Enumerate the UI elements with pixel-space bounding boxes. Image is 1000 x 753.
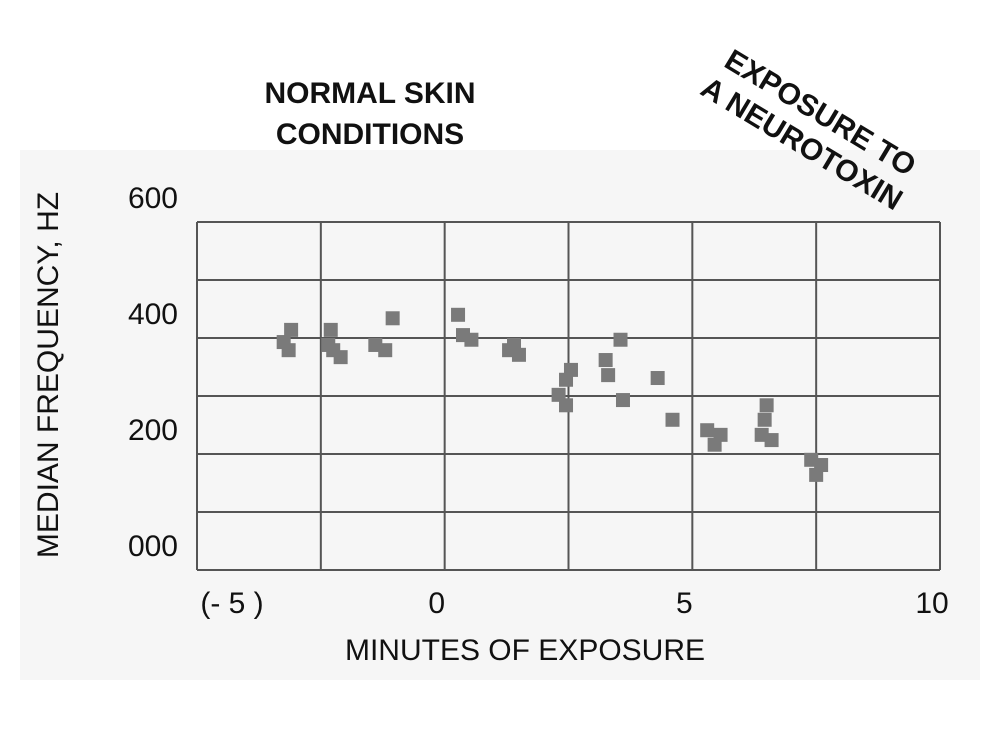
point — [615, 393, 630, 408]
point — [464, 332, 479, 347]
x-tick-label: 0 — [428, 587, 445, 620]
point — [559, 398, 574, 413]
point — [814, 458, 829, 473]
y-tick-label: 200 — [128, 414, 178, 447]
y-tick-label: 600 — [128, 182, 178, 215]
point — [276, 335, 291, 350]
point — [601, 368, 616, 383]
point — [333, 350, 348, 365]
point — [713, 427, 728, 442]
point — [757, 412, 772, 427]
point — [665, 412, 680, 427]
annotation: CONDITIONS — [276, 118, 464, 151]
y-tick-label: 400 — [128, 298, 178, 331]
point — [613, 332, 628, 347]
point — [559, 372, 574, 387]
y-tick-label: 000 — [128, 530, 178, 563]
x-tick-label: (- 5 ) — [200, 587, 263, 620]
point — [323, 322, 338, 337]
point — [598, 353, 613, 368]
point — [507, 337, 522, 352]
point — [650, 371, 665, 386]
annotation: NORMAL SKIN — [264, 77, 475, 110]
point — [764, 433, 779, 448]
point — [284, 322, 299, 337]
point — [321, 337, 336, 352]
point — [700, 423, 715, 438]
point — [378, 343, 393, 358]
y-axis-label: MEDIAN FREQUENCY, HZ — [32, 192, 65, 558]
x-tick-label: 5 — [676, 587, 693, 620]
point — [759, 398, 774, 413]
scan-background — [20, 150, 980, 680]
x-axis-label: MINUTES OF EXPOSURE — [345, 634, 705, 667]
x-tick-label: 10 — [915, 587, 948, 620]
point — [451, 307, 466, 322]
point — [385, 311, 400, 326]
